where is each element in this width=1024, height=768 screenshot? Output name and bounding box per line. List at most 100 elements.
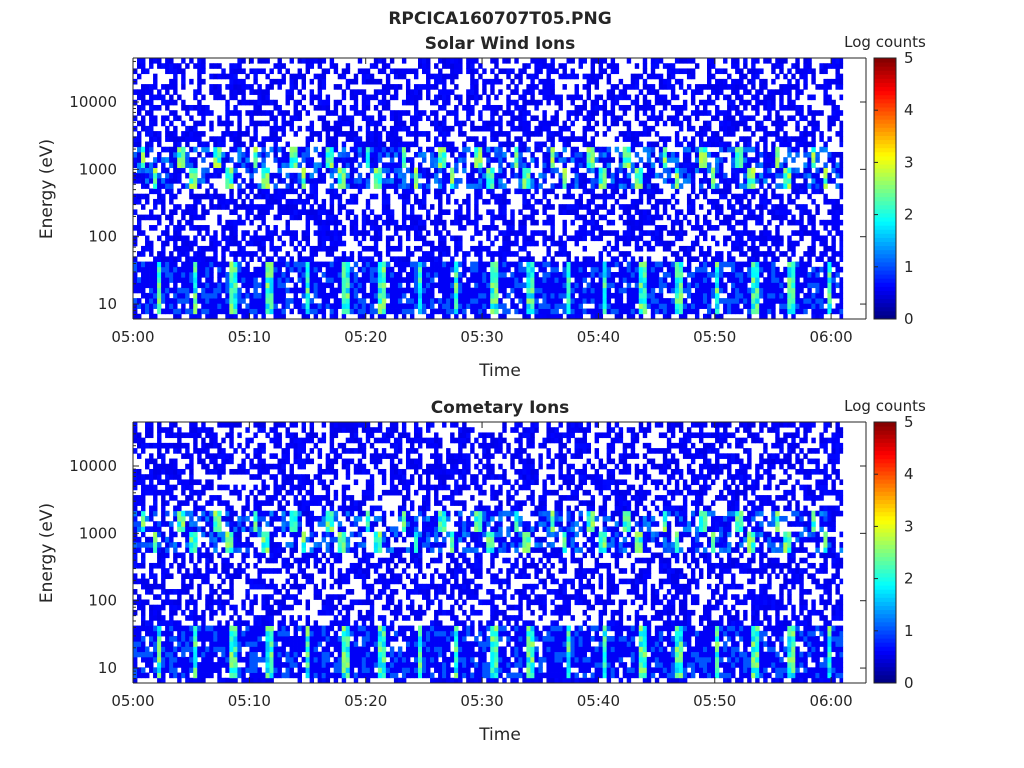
heatmap-cell: [241, 58, 246, 64]
heatmap-cell: [650, 146, 656, 153]
heatmap-cell: [470, 219, 475, 226]
heatmap-cell: [273, 313, 278, 320]
heatmap-cell: [707, 151, 712, 158]
heatmap-cell: [229, 303, 234, 309]
heatmap-cell: [482, 136, 487, 142]
heatmap-cell: [711, 172, 716, 179]
heatmap-cell: [377, 178, 383, 184]
heatmap-cell: [490, 58, 495, 64]
heatmap-cell: [586, 84, 591, 90]
heatmap-cell: [401, 209, 407, 215]
heatmap-cell: [141, 63, 146, 69]
heatmap-cell: [225, 120, 230, 127]
heatmap-cell: [333, 178, 339, 184]
heatmap-cell: [542, 272, 547, 278]
heatmap-cell: [586, 73, 591, 80]
heatmap-cell: [490, 282, 495, 289]
heatmap-cell: [201, 178, 206, 184]
heatmap-cell: [261, 261, 266, 268]
heatmap-cell: [418, 198, 423, 205]
heatmap-cell: [165, 125, 170, 132]
heatmap-cell: [598, 214, 604, 221]
heatmap-cell: [498, 120, 503, 127]
heatmap-cell: [349, 89, 355, 95]
heatmap-cell: [189, 146, 194, 153]
heatmap-cell: [438, 235, 443, 242]
heatmap-cell: [522, 266, 527, 273]
heatmap-cell: [674, 298, 680, 304]
heatmap-cell: [309, 204, 315, 210]
heatmap-cell: [606, 172, 612, 179]
heatmap-cell: [273, 277, 278, 283]
heatmap-cell: [361, 178, 367, 184]
heatmap-cell: [666, 214, 672, 221]
heatmap-cell: [682, 157, 688, 163]
heatmap-cell: [357, 110, 363, 116]
heatmap-cell: [301, 303, 306, 309]
heatmap-cell: [454, 209, 459, 215]
heatmap-cell: [181, 99, 186, 106]
heatmap-cell: [357, 172, 363, 179]
heatmap-cell: [325, 235, 331, 242]
heatmap-cell: [670, 272, 676, 278]
heatmap-cell: [743, 225, 748, 231]
heatmap-cell: [558, 292, 563, 299]
heatmap-cell: [538, 172, 543, 179]
heatmap-cell: [530, 157, 535, 163]
heatmap-cell: [630, 146, 636, 153]
heatmap-cell: [723, 261, 728, 268]
heatmap-cell: [137, 266, 142, 273]
heatmap-cell: [674, 251, 680, 257]
heatmap-cell: [305, 235, 311, 242]
heatmap-cell: [590, 230, 596, 236]
heatmap-cell: [694, 89, 700, 95]
heatmap-cell: [365, 214, 371, 221]
heatmap-cell: [562, 272, 567, 278]
heatmap-cell: [333, 120, 339, 127]
heatmap-cell: [686, 84, 692, 90]
heatmap-cell: [446, 73, 451, 80]
heatmap-cell: [397, 298, 403, 304]
heatmap-cell: [293, 178, 298, 184]
heatmap-cell: [526, 235, 531, 242]
heatmap-cell: [510, 298, 515, 304]
heatmap-cell: [137, 230, 142, 236]
heatmap-cell: [558, 204, 563, 210]
heatmap-cell: [562, 303, 567, 309]
heatmap-cell: [273, 115, 278, 122]
heatmap-cell: [418, 282, 423, 289]
heatmap-cell: [285, 287, 290, 294]
heatmap-cell: [213, 193, 218, 200]
heatmap-cell: [446, 245, 451, 252]
heatmap-cell: [317, 136, 323, 142]
heatmap-cell: [666, 78, 672, 85]
heatmap-cell: [630, 261, 636, 268]
heatmap-cell: [173, 277, 178, 283]
heatmap-cell: [450, 266, 455, 273]
heatmap-cell: [149, 167, 154, 174]
heatmap-cell: [478, 115, 483, 122]
heatmap-cell: [514, 272, 519, 278]
heatmap-cell: [662, 167, 668, 174]
heatmap-cell: [654, 214, 660, 221]
heatmap-cell: [153, 287, 158, 294]
heatmap-cell: [217, 172, 222, 179]
heatmap-cell: [201, 272, 206, 278]
heatmap-cell: [715, 277, 720, 283]
heatmap-cell: [277, 188, 282, 195]
heatmap-cell: [269, 131, 274, 137]
heatmap-cell: [381, 219, 387, 226]
heatmap-cell: [381, 287, 387, 294]
heatmap-cell: [389, 282, 395, 289]
heatmap-cell: [582, 272, 587, 278]
heatmap-cell: [237, 120, 242, 127]
heatmap-cell: [578, 178, 583, 184]
heatmap-cell: [462, 298, 467, 304]
heatmap-cell: [197, 261, 202, 268]
heatmap-cell: [546, 131, 551, 137]
heatmap-cell: [478, 214, 483, 221]
heatmap-cell: [646, 272, 652, 278]
heatmap-cell: [594, 308, 600, 315]
heatmap-cell: [345, 78, 351, 85]
heatmap-cell: [510, 151, 515, 158]
